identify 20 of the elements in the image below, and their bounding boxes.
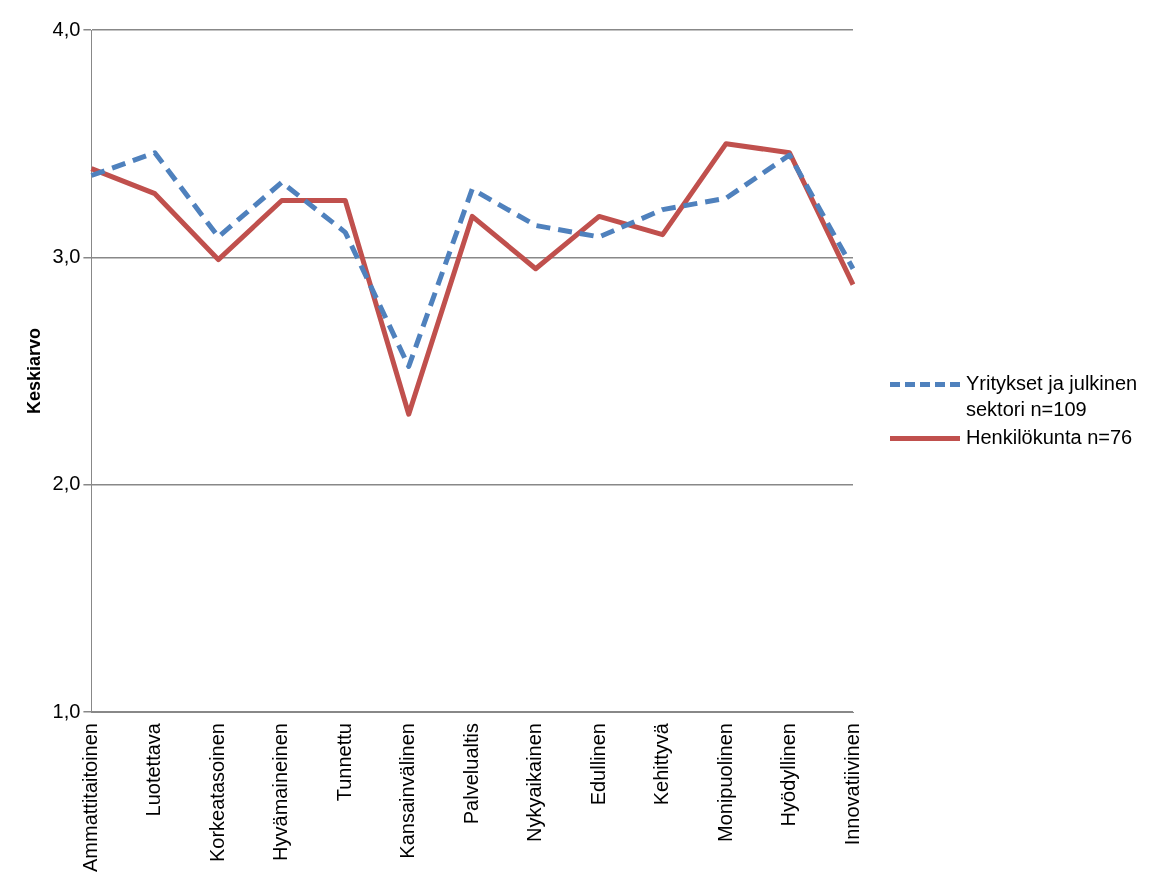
x-tick-label: Ammattitaitoinen [78,723,101,873]
legend-label: Henkilökunta n=76 [966,425,1133,450]
x-tick-label: Palvelualtis [459,723,482,825]
x-tick-label: Innovatiivinen [840,723,863,846]
x-tick-label: Luotettava [142,722,165,817]
x-tick-label: Korkeatasoinen [205,723,228,863]
y-axis-title: Keskiarvo [23,327,44,415]
legend-label: Yritykset ja julkinen sektori n=109 [966,371,1139,422]
x-tick-label: Kehittyvä [650,722,673,806]
x-tick-label: Hyödyllinen [777,723,800,827]
y-tick-label: 4,0 [52,17,81,40]
x-tick-label: Nykyaikainen [523,723,546,842]
x-tick-label: Hyvämaineinen [269,723,292,861]
x-tick-label: Tunnettu [332,723,355,802]
y-tick-label: 2,0 [52,472,81,495]
x-tick-label: Kansainvälinen [396,723,419,859]
x-tick-label: Edullinen [586,723,609,806]
y-tick-label: 1,0 [52,699,81,722]
x-tick-label: Monipuolinen [713,723,736,843]
y-tick-label: 3,0 [52,244,81,267]
